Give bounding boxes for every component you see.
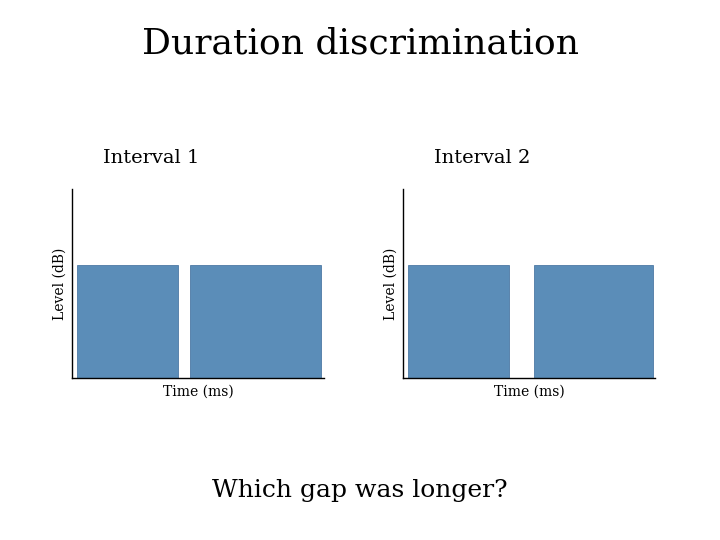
Text: Duration discrimination: Duration discrimination — [142, 27, 578, 61]
Bar — [534, 265, 653, 378]
Text: Which gap was longer?: Which gap was longer? — [212, 479, 508, 502]
X-axis label: Time (ms): Time (ms) — [494, 385, 564, 399]
Bar — [408, 265, 509, 378]
Y-axis label: Level (dB): Level (dB) — [384, 247, 397, 320]
Bar — [190, 265, 321, 378]
X-axis label: Time (ms): Time (ms) — [163, 385, 233, 399]
Y-axis label: Level (dB): Level (dB) — [53, 247, 66, 320]
Bar — [77, 265, 178, 378]
Text: Interval 1: Interval 1 — [103, 150, 199, 167]
Text: Interval 2: Interval 2 — [434, 150, 531, 167]
